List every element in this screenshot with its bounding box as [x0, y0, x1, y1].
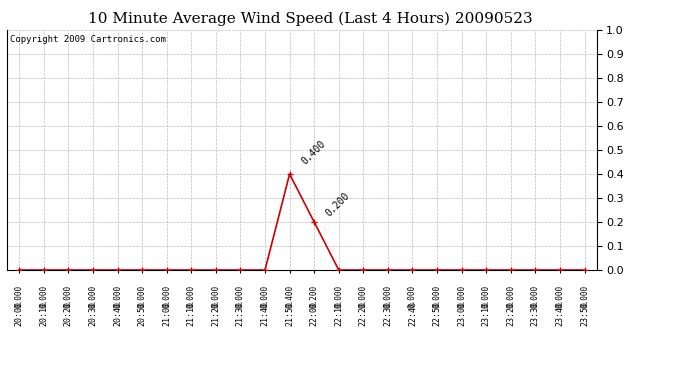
- Text: 0.000: 0.000: [482, 284, 491, 308]
- Text: 0.000: 0.000: [162, 284, 171, 308]
- Text: 0.200: 0.200: [324, 190, 352, 218]
- Text: 0.000: 0.000: [506, 284, 515, 308]
- Text: 0.000: 0.000: [580, 284, 589, 308]
- Text: 0.000: 0.000: [457, 284, 466, 308]
- Text: 0.000: 0.000: [261, 284, 270, 308]
- Text: 0.000: 0.000: [433, 284, 442, 308]
- Text: Copyright 2009 Cartronics.com: Copyright 2009 Cartronics.com: [10, 35, 166, 44]
- Text: 0.000: 0.000: [64, 284, 73, 308]
- Text: 0.400: 0.400: [299, 139, 327, 167]
- Text: 0.000: 0.000: [39, 284, 48, 308]
- Text: 0.000: 0.000: [408, 284, 417, 308]
- Text: 0.000: 0.000: [334, 284, 343, 308]
- Text: 0.000: 0.000: [113, 284, 122, 308]
- Text: 0.000: 0.000: [187, 284, 196, 308]
- Text: 0.000: 0.000: [88, 284, 97, 308]
- Text: 0.000: 0.000: [359, 284, 368, 308]
- Text: 0.000: 0.000: [384, 284, 393, 308]
- Text: 0.000: 0.000: [555, 284, 564, 308]
- Text: 0.000: 0.000: [14, 284, 23, 308]
- Text: 0.000: 0.000: [531, 284, 540, 308]
- Text: 0.400: 0.400: [285, 284, 294, 308]
- Text: 10 Minute Average Wind Speed (Last 4 Hours) 20090523: 10 Minute Average Wind Speed (Last 4 Hou…: [88, 11, 533, 26]
- Text: 0.000: 0.000: [137, 284, 146, 308]
- Text: 0.000: 0.000: [236, 284, 245, 308]
- Text: 0.200: 0.200: [310, 284, 319, 308]
- Text: 0.000: 0.000: [211, 284, 220, 308]
